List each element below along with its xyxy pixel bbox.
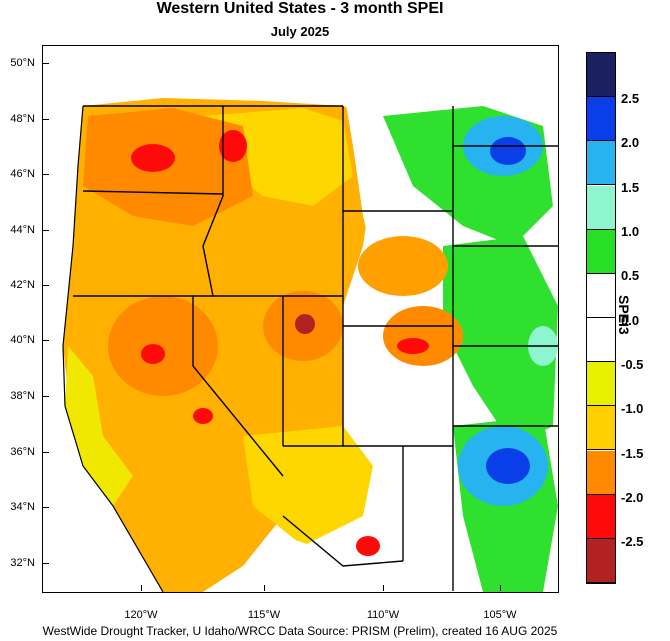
- lon-label-120: 120°W: [124, 609, 158, 621]
- lat-label-46: 46°N: [10, 168, 35, 180]
- pacific-ocean: [43, 46, 163, 592]
- colorbar-swatch: [587, 97, 615, 142]
- map-title: Western United States - 3 month SPEI: [156, 0, 444, 17]
- colorbar-swatch: [587, 450, 615, 495]
- dry-core-wy: [358, 236, 448, 296]
- colorbar-label: -1.0: [621, 401, 644, 416]
- lat-label-36: 36°N: [10, 446, 35, 458]
- lat-tick: [43, 119, 49, 120]
- lon-tick: [500, 585, 501, 591]
- colorbar-swatch: [587, 53, 615, 98]
- colorbar-label: -0.5: [621, 357, 644, 372]
- wet-core-south-deep: [486, 448, 530, 484]
- red-core-nv: [141, 344, 165, 364]
- lat-label-42: 42°N: [10, 279, 35, 291]
- colorbar-label: 1.5: [621, 180, 640, 195]
- colorbar-swatch: [587, 273, 615, 318]
- lat-label-34: 34°N: [10, 501, 35, 513]
- lat-label-40: 40°N: [10, 334, 35, 346]
- dry-core-co: [383, 306, 463, 366]
- region-yellow-south: [243, 426, 373, 546]
- colorbar-swatch: [587, 185, 615, 230]
- red-core-ut: [295, 314, 315, 334]
- mexico-mask: [163, 536, 433, 592]
- colorbar-label: 0.5: [621, 268, 640, 283]
- lon-tick: [141, 585, 142, 591]
- colorbar: [586, 52, 616, 584]
- red-core-co: [397, 338, 429, 354]
- lat-tick: [43, 340, 49, 341]
- dry-core-nv: [108, 296, 218, 396]
- colorbar-label: -1.5: [621, 446, 644, 461]
- lon-label-115: 115°W: [247, 609, 281, 621]
- lat-tick: [43, 452, 49, 453]
- lat-tick: [43, 230, 49, 231]
- lat-tick: [43, 563, 49, 564]
- colorbar-label: 1.0: [621, 224, 640, 239]
- colorbar-title: SPEI3: [616, 295, 632, 335]
- colorbar-swatch: [587, 494, 615, 539]
- colorbar-label: 2.0: [621, 135, 640, 150]
- lat-label-44: 44°N: [10, 224, 35, 236]
- lat-tick: [43, 396, 49, 397]
- wet-core-north-deep: [490, 137, 526, 165]
- lat-label-48: 48°N: [10, 113, 35, 125]
- map-canvas: [43, 46, 558, 592]
- red-core-wa: [131, 144, 175, 172]
- colorbar-label: -2.5: [621, 534, 644, 549]
- colorbar-swatch: [587, 538, 615, 583]
- lat-label-38: 38°N: [10, 390, 35, 402]
- colorbar-label: 0.0: [621, 313, 640, 328]
- colorbar-swatch: [587, 362, 615, 407]
- lat-label-32: 32°N: [10, 557, 35, 569]
- red-core-az: [356, 536, 380, 556]
- footer-credit: WestWide Drought Tracker, U Idaho/WRCC D…: [42, 624, 558, 638]
- lat-tick: [43, 507, 49, 508]
- colorbar-swatch: [587, 318, 615, 363]
- region-yellow-coast: [65, 346, 133, 506]
- red-core-id: [219, 130, 247, 162]
- coastline: [62, 105, 164, 592]
- colorbar-swatch: [587, 141, 615, 186]
- state-borders: [73, 105, 558, 591]
- region-green-central: [443, 236, 558, 446]
- colorbar-swatch: [587, 229, 615, 274]
- lat-tick: [43, 285, 49, 286]
- colorbar-label: -2.0: [621, 490, 644, 505]
- spei-map: [42, 45, 559, 593]
- lat-tick: [43, 63, 49, 64]
- colorbar-label: 2.5: [621, 91, 640, 106]
- lat-label-50: 50°N: [10, 57, 35, 69]
- lon-tick: [264, 585, 265, 591]
- map-subtitle: July 2025: [270, 24, 330, 39]
- colorbar-swatch: [587, 406, 615, 451]
- lon-label-105: 105°W: [483, 609, 517, 621]
- lon-label-110: 110°W: [366, 609, 400, 621]
- lat-tick: [43, 174, 49, 175]
- lon-tick: [383, 585, 384, 591]
- red-core-ca: [193, 408, 213, 424]
